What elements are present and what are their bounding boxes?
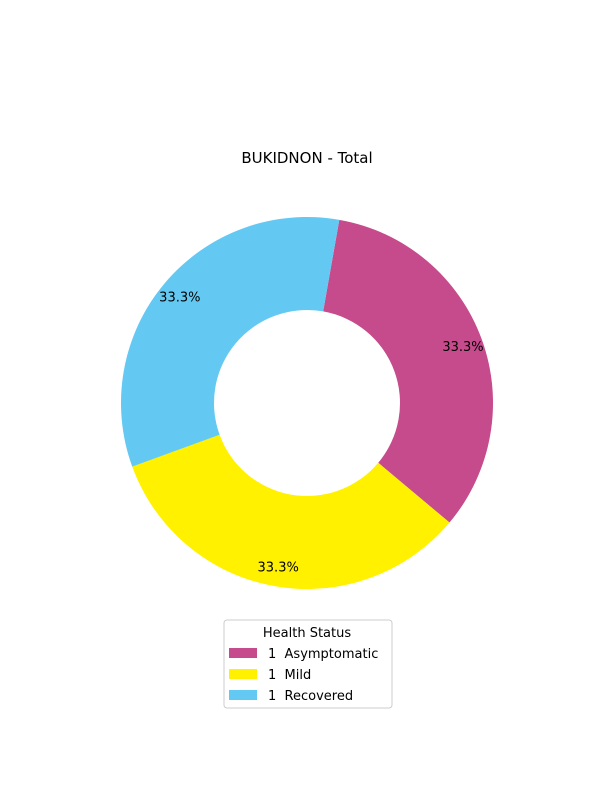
- legend: Health Status 1 Asymptomatic 1 Mild 1 Reco…: [223, 619, 393, 709]
- legend-label-recovered: 1 Recovered: [268, 689, 353, 704]
- legend-items: 1 Asymptomatic 1 Mild 1 Recovered: [229, 647, 378, 704]
- legend-frame: [223, 619, 393, 709]
- slice-percent-label-recovered: 33.3%: [159, 290, 200, 305]
- legend-swatch-asymptomatic: [229, 648, 257, 658]
- slice-labels-group: 33.3% 33.3% 33.3%: [159, 290, 483, 575]
- legend-swatch-mild: [229, 669, 257, 679]
- chart-title: BUKIDNON - Total: [241, 149, 372, 167]
- legend-label-mild: 1 Mild: [268, 668, 311, 683]
- slice-mild: [132, 434, 450, 589]
- slice-recovered: [121, 217, 340, 467]
- legend-label-asymptomatic: 1 Asymptomatic: [268, 647, 378, 662]
- legend-swatch-recovered: [229, 690, 257, 700]
- slice-percent-label-mild: 33.3%: [258, 560, 299, 575]
- legend-title: Health Status: [263, 626, 351, 641]
- slice-asymptomatic: [323, 219, 493, 523]
- slice-percent-label-asymptomatic: 33.3%: [442, 340, 483, 355]
- slices-group: [121, 217, 493, 589]
